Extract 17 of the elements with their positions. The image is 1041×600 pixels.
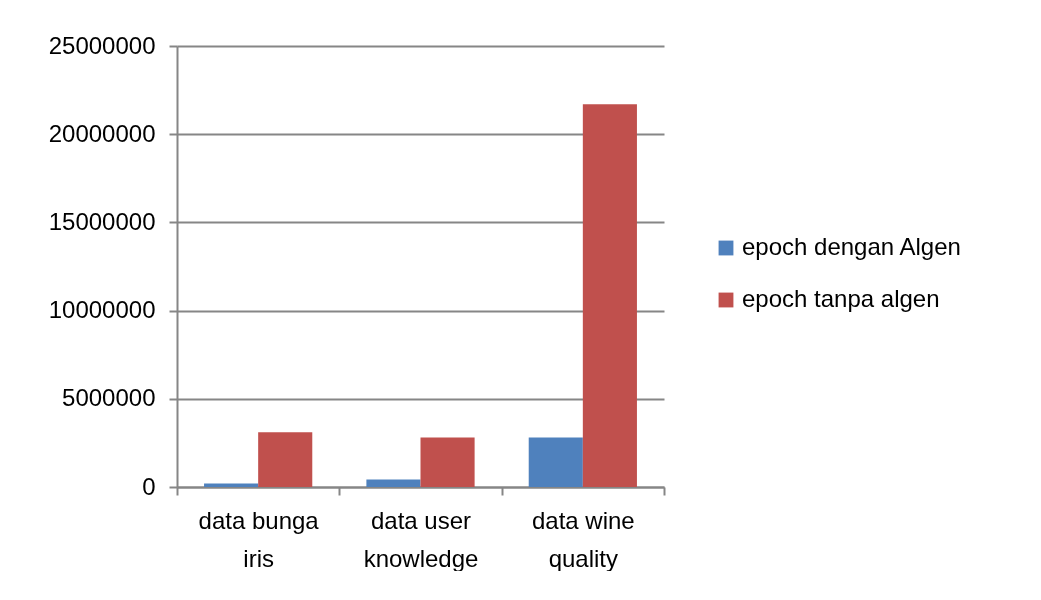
- bar: [204, 483, 259, 487]
- y-tick-label: 25000000: [48, 31, 156, 59]
- y-tick-label: 20000000: [48, 119, 156, 147]
- x-tick-label: data wine quality: [531, 506, 635, 572]
- legend-label: epoch dengan Algen: [742, 233, 961, 260]
- bar: [528, 437, 583, 487]
- bar: [366, 479, 421, 487]
- y-tick-label: 5000000: [62, 384, 156, 412]
- y-tick-label: 10000000: [48, 296, 156, 324]
- x-tick-label: data user knowledge: [363, 506, 479, 572]
- y-tick-label: 0: [142, 472, 156, 500]
- y-tick-label: 15000000: [48, 207, 156, 235]
- bar: [420, 437, 475, 487]
- x-tick-label: data bunga iris: [198, 506, 320, 572]
- bar: [582, 104, 637, 487]
- bar: [258, 432, 313, 487]
- legend-label: epoch tanpa algen: [742, 285, 940, 312]
